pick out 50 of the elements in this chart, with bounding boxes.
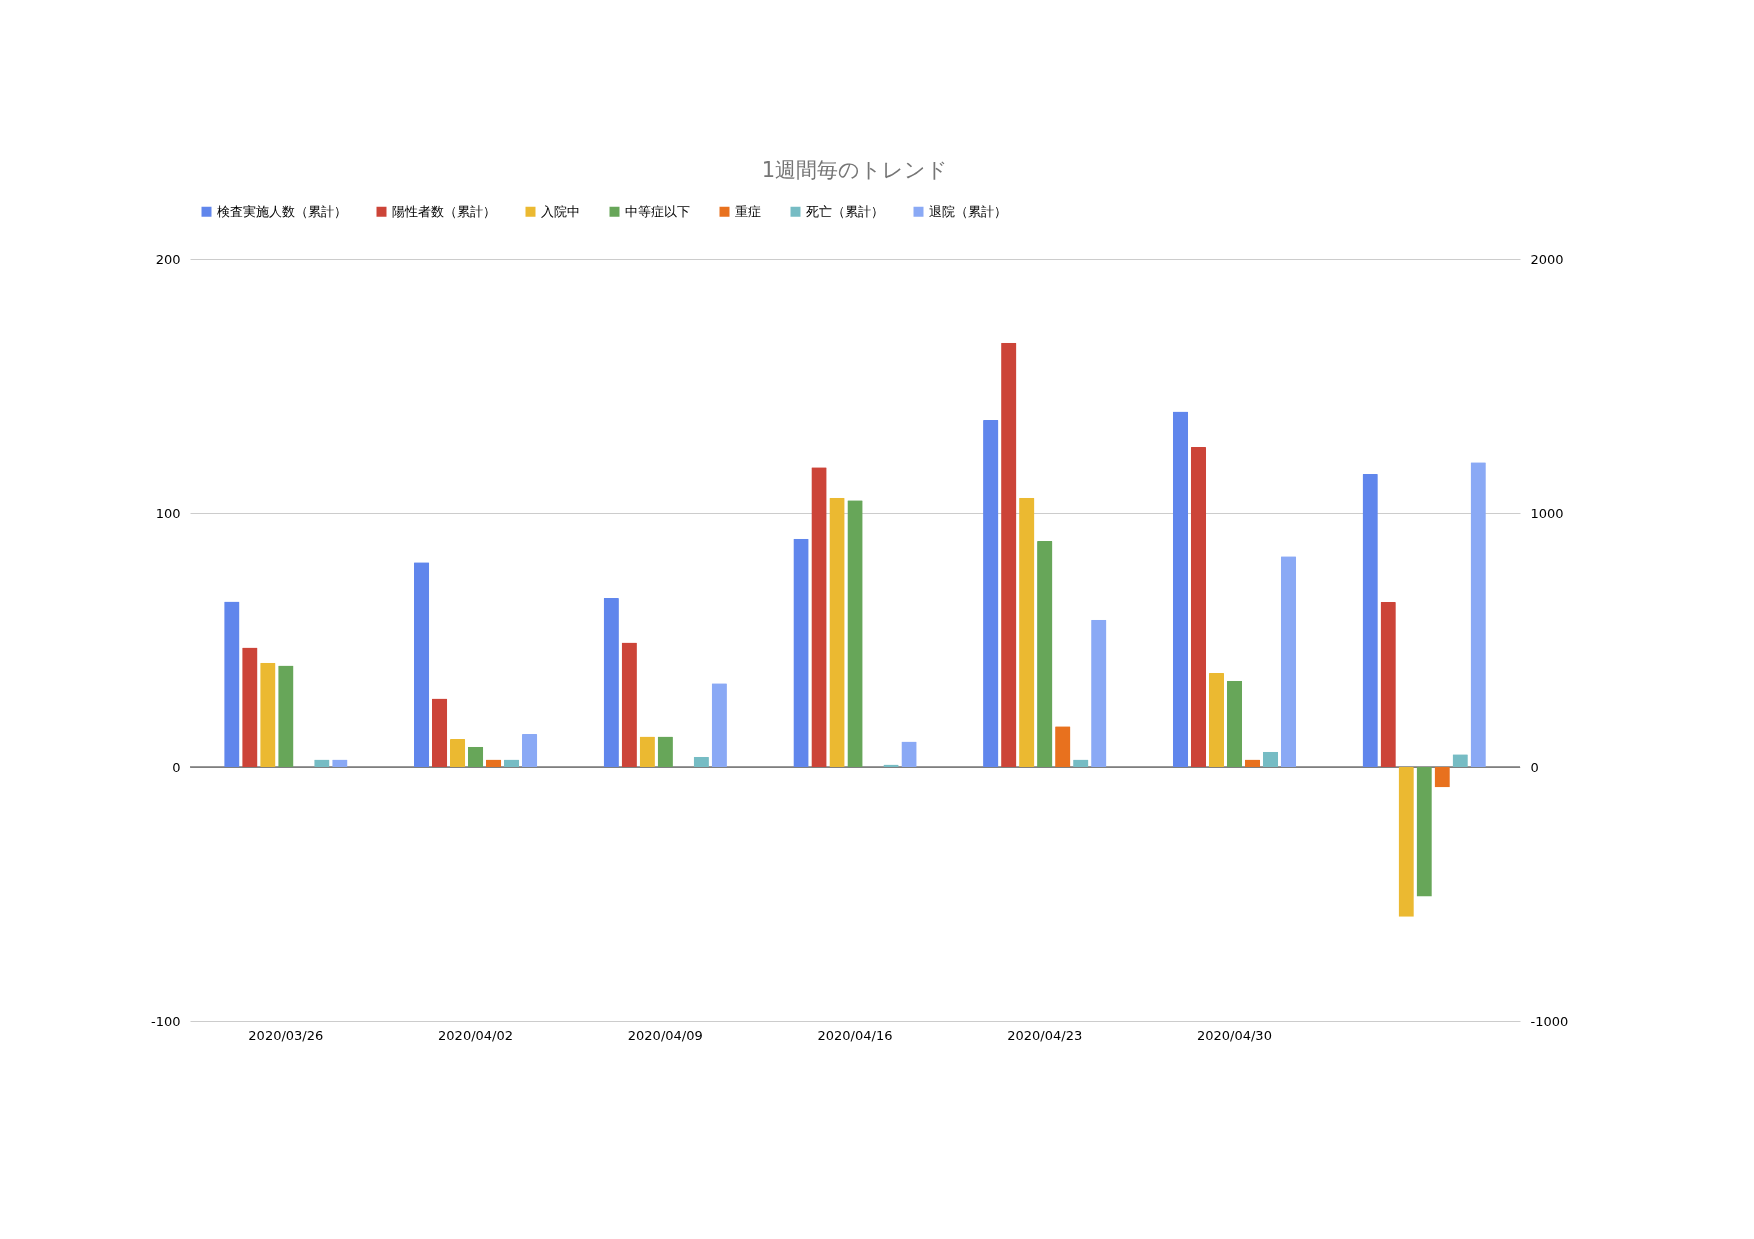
x-tick-label: 2020/04/30 bbox=[1196, 1027, 1272, 1043]
x-tick-label: 2020/04/09 bbox=[627, 1027, 703, 1043]
legend-label: 検査実施人数（累計） bbox=[217, 203, 347, 219]
y-tick-label: 200 bbox=[155, 251, 181, 267]
y2-tick-label: 0 bbox=[1530, 759, 1539, 775]
legend-label: 入院中 bbox=[541, 203, 580, 219]
bar bbox=[521, 733, 538, 767]
y-tick-label: -100 bbox=[150, 1013, 181, 1029]
bar bbox=[503, 759, 520, 767]
bar bbox=[449, 739, 466, 767]
bar bbox=[467, 746, 484, 767]
y2-tick-label: 2000 bbox=[1530, 251, 1564, 267]
legend-label: 死亡（累計） bbox=[806, 203, 884, 219]
bar bbox=[1244, 759, 1261, 767]
bar bbox=[693, 756, 709, 767]
y-tick-label: 100 bbox=[155, 505, 181, 521]
bar bbox=[278, 665, 294, 767]
y2-tick-label: -1000 bbox=[1530, 1013, 1569, 1029]
x-tick-label: 2020/03/26 bbox=[248, 1027, 324, 1043]
bar bbox=[413, 562, 430, 767]
bar bbox=[1434, 767, 1450, 788]
bar bbox=[711, 683, 727, 767]
bar bbox=[1055, 726, 1071, 767]
legend-label: 中等症以下 bbox=[625, 203, 690, 219]
x-tick-label: 2020/04/23 bbox=[1007, 1027, 1083, 1043]
bar bbox=[657, 736, 673, 767]
bar bbox=[847, 500, 863, 767]
bar bbox=[1262, 751, 1279, 767]
bar bbox=[1226, 680, 1243, 767]
bar bbox=[1091, 619, 1107, 767]
bar bbox=[1019, 497, 1035, 767]
legend-label: 重症 bbox=[735, 203, 761, 219]
bar bbox=[829, 497, 845, 767]
y-tick-label: 0 bbox=[172, 759, 181, 775]
chart-title: 1週間毎のトレンド bbox=[761, 158, 949, 182]
bar bbox=[485, 759, 502, 767]
bar bbox=[639, 736, 655, 767]
bar bbox=[1416, 767, 1432, 897]
bar bbox=[1398, 767, 1414, 917]
bar bbox=[1208, 673, 1225, 767]
legend-label: 退院（累計） bbox=[929, 203, 1007, 219]
x-tick-label: 2020/04/02 bbox=[438, 1027, 514, 1043]
bar bbox=[1037, 540, 1053, 767]
bar bbox=[901, 741, 917, 767]
y2-tick-label: 1000 bbox=[1530, 505, 1564, 521]
legend-label: 陽性者数（累計） bbox=[392, 203, 496, 219]
x-tick-label: 2020/04/16 bbox=[817, 1027, 893, 1043]
bar bbox=[1280, 556, 1297, 767]
bar bbox=[260, 662, 276, 767]
bar bbox=[1470, 462, 1486, 767]
